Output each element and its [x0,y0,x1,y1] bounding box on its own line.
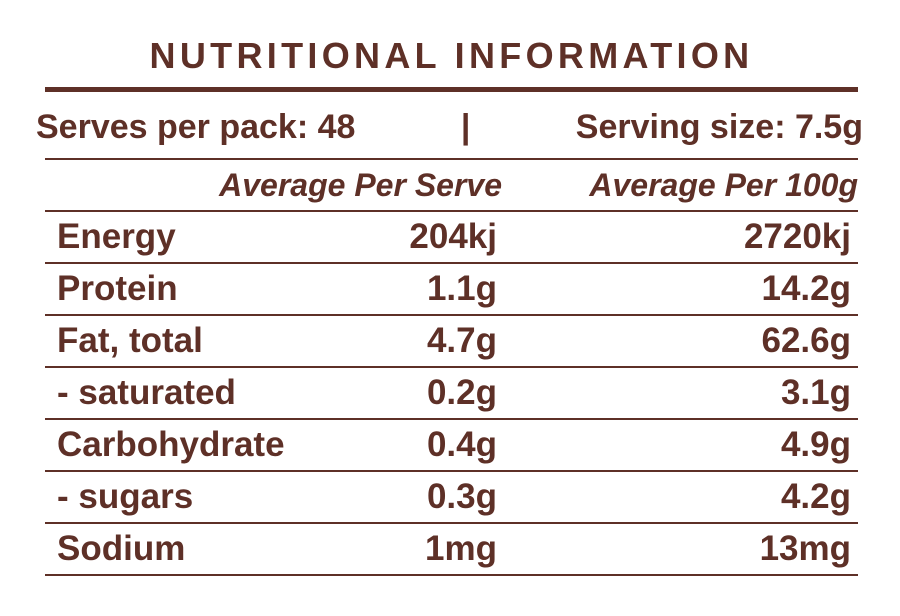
per-100g-value: 13mg [759,529,851,568]
per-serve-value: 0.4g [426,425,497,464]
row-divider [45,470,858,472]
header-bottom-divider [45,210,858,212]
per-100g-value: 2720kj [743,217,851,256]
per-serve-value: 1.1g [426,269,497,308]
page-title: NUTRITIONAL INFORMATION [149,35,754,76]
table-row-carbohydrate: Carbohydrate 0.4g 4.9g [45,420,858,470]
table-row-sugars: - sugars 0.3g 4.2g [45,472,858,522]
per-serve-value: 0.2g [426,373,497,412]
per-100g-value: 4.2g [780,477,851,516]
row-divider [45,418,858,420]
per-serve-value: 204kj [409,217,497,256]
nutrient-name: Protein [57,269,178,308]
table-row-fat-total: Fat, total 4.7g 62.6g [45,316,858,366]
header-top-divider [45,158,858,160]
column-header-row: Average Per Serve Average Per 100g [45,160,858,210]
per-100g-value: 14.2g [761,269,852,308]
nutrient-name: Energy [57,217,176,256]
table-row-protein: Protein 1.1g 14.2g [45,264,858,314]
table-row-energy: Energy 204kj 2720kj [45,212,858,262]
per-serve-column-header: Average Per Serve [219,166,502,203]
per-100g-value: 3.1g [780,373,851,412]
pack-info-separator: | [460,107,471,146]
per-100g-value: 62.6g [761,321,852,360]
row-divider [45,314,858,316]
serves-per-pack-text: Serves per pack: 48 [36,107,356,146]
table-row-sodium: Sodium 1mg 13mg [45,524,858,574]
per-serve-value: 4.7g [426,321,497,360]
serving-size-text: Serving size: 7.5g [575,107,863,146]
title-divider [45,87,858,92]
table-bottom-divider [45,574,858,576]
table-row-saturated-fat: - saturated 0.2g 3.1g [45,368,858,418]
pack-info-row: Serves per pack: 48 | Serving size: 7.5g [36,105,863,149]
row-divider [45,366,858,368]
row-divider [45,262,858,264]
nutrient-name: - sugars [57,477,194,516]
nutrient-name: Carbohydrate [57,425,285,464]
nutrient-name: Sodium [57,529,186,568]
row-divider [45,522,858,524]
per-serve-value: 1mg [425,529,497,568]
per-serve-value: 0.3g [426,477,497,516]
nutrient-name: - saturated [57,373,236,412]
per-100g-column-header: Average Per 100g [589,166,858,203]
nutrient-name: Fat, total [57,321,203,360]
per-100g-value: 4.9g [780,425,851,464]
